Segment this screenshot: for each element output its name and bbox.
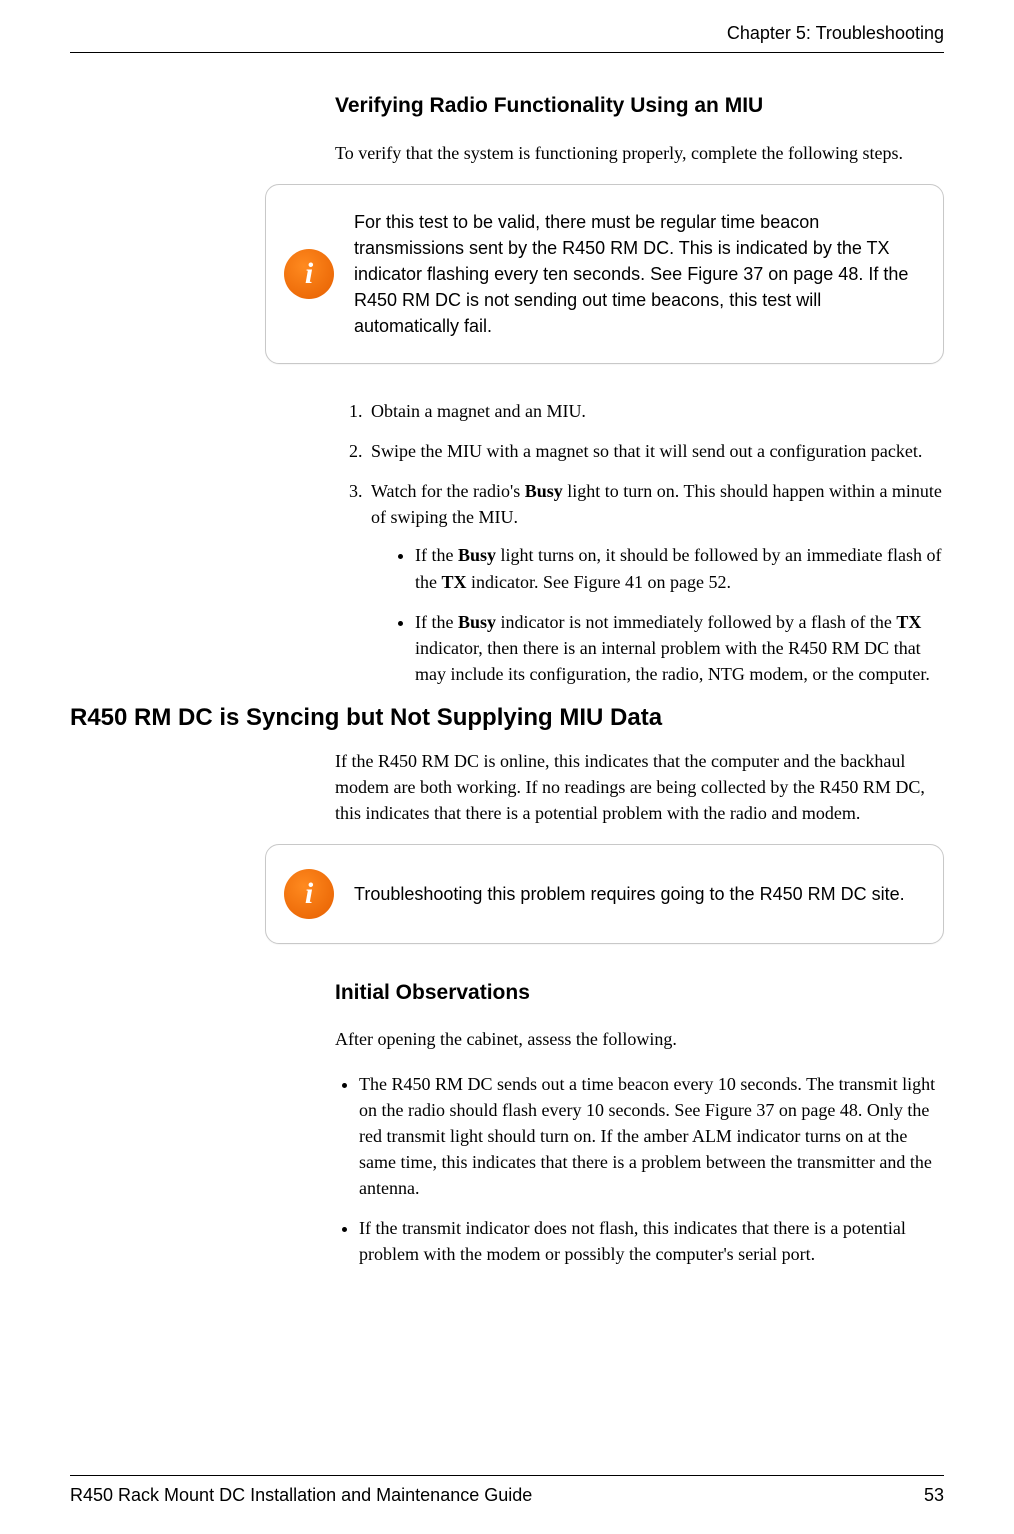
- header-rule: [70, 52, 944, 53]
- procedure-steps: Obtain a magnet and an MIU. Swipe the MI…: [339, 398, 944, 687]
- sub2-a: If the: [415, 612, 458, 632]
- observation-1: The R450 RM DC sends out a time beacon e…: [359, 1071, 944, 1201]
- info-callout-1: i For this test to be valid, there must …: [265, 184, 944, 364]
- content-column-2: If the R450 RM DC is online, this indica…: [335, 748, 944, 1267]
- footer-rule: [70, 1475, 944, 1476]
- sub-bullet-1: If the Busy light turns on, it should be…: [415, 542, 944, 594]
- sub2-b: Busy: [458, 612, 496, 632]
- content-column: Verifying Radio Functionality Using an M…: [335, 91, 944, 687]
- step-3-bold: Busy: [525, 481, 563, 501]
- page-footer: R450 Rack Mount DC Installation and Main…: [70, 1475, 944, 1508]
- sub1-a: If the: [415, 545, 458, 565]
- chapter-header: Chapter 5: Troubleshooting: [70, 20, 944, 46]
- sub1-b: Busy: [458, 545, 496, 565]
- sub2-d: TX: [896, 612, 921, 632]
- subheading-initial-observations: Initial Observations: [335, 978, 944, 1008]
- observations-list: The R450 RM DC sends out a time beacon e…: [337, 1071, 944, 1268]
- subintro-paragraph: After opening the cabinet, assess the fo…: [335, 1026, 944, 1052]
- observation-2: If the transmit indicator does not flash…: [359, 1215, 944, 1267]
- step-3: Watch for the radio's Busy light to turn…: [367, 478, 944, 687]
- section-heading-verifying: Verifying Radio Functionality Using an M…: [335, 91, 944, 121]
- sub-bullet-2: If the Busy indicator is not immediately…: [415, 609, 944, 687]
- sub2-c: indicator is not immediately followed by…: [496, 612, 896, 632]
- step-2: Swipe the MIU with a magnet so that it w…: [367, 438, 944, 464]
- info-icon: i: [284, 249, 334, 299]
- section-heading-syncing: R450 RM DC is Syncing but Not Supplying …: [70, 701, 944, 736]
- callout-text-1: For this test to be valid, there must be…: [354, 209, 919, 339]
- section2-paragraph: If the R450 RM DC is online, this indica…: [335, 748, 944, 826]
- footer-doc-title: R450 Rack Mount DC Installation and Main…: [70, 1482, 532, 1508]
- callout-text-2: Troubleshooting this problem requires go…: [354, 881, 905, 907]
- step-3-subitems: If the Busy light turns on, it should be…: [393, 542, 944, 686]
- sub2-e: indicator, then there is an internal pro…: [415, 638, 930, 684]
- info-callout-2: i Troubleshooting this problem requires …: [265, 844, 944, 944]
- step-1: Obtain a magnet and an MIU.: [367, 398, 944, 424]
- footer-page-number: 53: [924, 1482, 944, 1508]
- step-3-pre: Watch for the radio's: [371, 481, 525, 501]
- sub1-e: indicator. See Figure 41 on page 52.: [467, 572, 731, 592]
- info-icon: i: [284, 869, 334, 919]
- intro-paragraph: To verify that the system is functioning…: [335, 140, 944, 166]
- sub1-d: TX: [442, 572, 467, 592]
